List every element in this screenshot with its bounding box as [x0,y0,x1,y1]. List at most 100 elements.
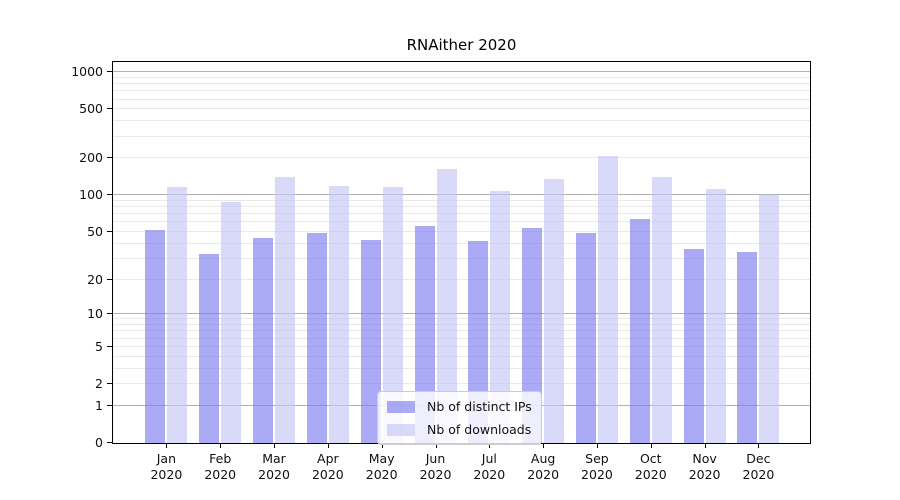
legend-swatch-distinct-ips [387,400,415,413]
x-tick-label-aug: Aug 2020 [513,451,573,483]
x-label-month: Jan [156,451,177,466]
legend-swatch-downloads [387,423,415,436]
legend-item-distinct-ips: Nb of distinct IPs [387,397,532,416]
x-label-month: Feb [209,451,232,466]
x-tick-label-feb: Feb 2020 [190,451,250,483]
y-tick-label-2: 2 [95,376,103,392]
x-label-month: Mar [262,451,286,466]
bar-oct-distinct-ips [629,219,650,443]
gridline-minor-20 [113,278,810,280]
x-label-year: 2020 [634,467,667,482]
x-tick-mar [274,443,276,448]
y-tick-label-200: 200 [79,150,103,166]
x-label-month: Aug [530,451,556,466]
y-tick-5 [107,345,113,347]
bar-sep-distinct-ips [575,233,596,443]
y-tick-label-1000: 1000 [71,64,103,80]
bar-jan-distinct-ips [145,229,166,443]
gridline-minor-60 [113,221,810,223]
x-tick-label-oct: Oct 2020 [621,451,681,483]
y-tick-20 [107,278,113,280]
gridline-minor-500 [113,108,810,110]
gridline-minor-5 [113,345,810,347]
x-label-month: Jun [425,451,446,466]
x-label-year: 2020 [258,467,290,482]
bar-sep-downloads [597,155,618,443]
y-tick-label-1: 1 [95,397,103,413]
x-label-month: Jul [481,451,497,466]
y-tick-label-50: 50 [87,224,103,240]
y-tick-label-10: 10 [87,306,103,322]
x-tick-jun [435,443,437,448]
gridline-major-10 [113,313,810,315]
gridline-minor-40 [113,242,810,244]
gridline-minor-30 [113,257,810,259]
bar-oct-downloads [651,177,672,443]
x-tick-label-may: May 2020 [352,451,412,483]
gridline-minor-50 [113,231,810,233]
x-tick-jul [489,443,491,448]
gridline-minor-8 [113,324,810,326]
x-label-year: 2020 [527,467,560,482]
y-tick-200 [107,157,113,159]
gridline-major-1000 [113,71,810,73]
chart-title: RNAither 2020 [406,36,517,54]
y-tick-100 [107,194,113,196]
x-label-year: 2020 [150,467,183,482]
gridline-minor-90 [113,199,810,201]
gridline-minor-80 [113,206,810,208]
bar-nov-downloads [705,188,726,443]
bar-feb-distinct-ips [199,253,220,443]
x-tick-label-dec: Dec 2020 [728,451,788,483]
bar-aug-downloads [544,178,565,443]
x-label-year: 2020 [742,467,775,482]
x-tick-label-jun: Jun 2020 [406,451,466,483]
gridline-minor-4 [113,355,810,357]
legend-label-downloads: Nb of downloads [427,422,532,437]
plot-area: Nb of distinct IPs Nb of downloads 0 1 2 5 1… [71,61,811,482]
gridline-minor-400 [113,120,810,122]
y-tick-label-0: 0 [95,435,103,450]
x-label-year: 2020 [311,467,344,482]
y-tick-500 [107,108,113,110]
x-tick-label-sep: Sep 2020 [567,451,627,483]
gridline-minor-800 [113,83,810,85]
x-tick-label-apr: Apr 2020 [298,451,358,483]
y-tick-50 [107,231,113,233]
bar-jan-downloads [167,187,188,443]
y-tick-0 [107,442,113,443]
bar-mar-downloads [275,177,296,443]
x-label-month: Oct [639,451,662,466]
gridline-minor-900 [113,76,810,78]
x-label-month: May [368,451,395,466]
bar-may-downloads [382,187,403,443]
gridline-minor-700 [113,90,810,92]
bar-nov-distinct-ips [683,249,704,443]
x-tick-label-mar: Mar 2020 [244,451,304,483]
bar-dec-distinct-ips [737,252,758,443]
legend-label-distinct-ips: Nb of distinct IPs [427,399,532,414]
x-tick-label-jul: Jul 2020 [459,451,519,483]
gridline-minor-3 [113,367,810,369]
x-label-year: 2020 [473,467,506,482]
legend-item-downloads: Nb of downloads [387,420,532,439]
bar-jun-downloads [436,168,457,443]
x-label-month: Nov [692,451,717,466]
bar-feb-downloads [221,201,242,443]
bar-may-distinct-ips [360,239,381,443]
bar-jul-downloads [490,191,511,443]
x-label-month: Sep [585,451,609,466]
x-tick-aug [543,443,545,448]
gridline-minor-600 [113,98,810,100]
x-tick-sep [596,443,598,448]
y-tick-label-5: 5 [95,338,103,354]
x-tick-oct [650,443,652,448]
x-tick-dec [758,443,760,448]
gridline-minor-70 [113,213,810,215]
y-tick-label-500: 500 [79,101,103,117]
bar-apr-downloads [328,186,349,443]
gridline-major-100 [113,194,810,196]
bar-mar-distinct-ips [253,237,274,443]
y-tick-label-20: 20 [87,271,103,287]
bar-aug-distinct-ips [522,228,543,443]
